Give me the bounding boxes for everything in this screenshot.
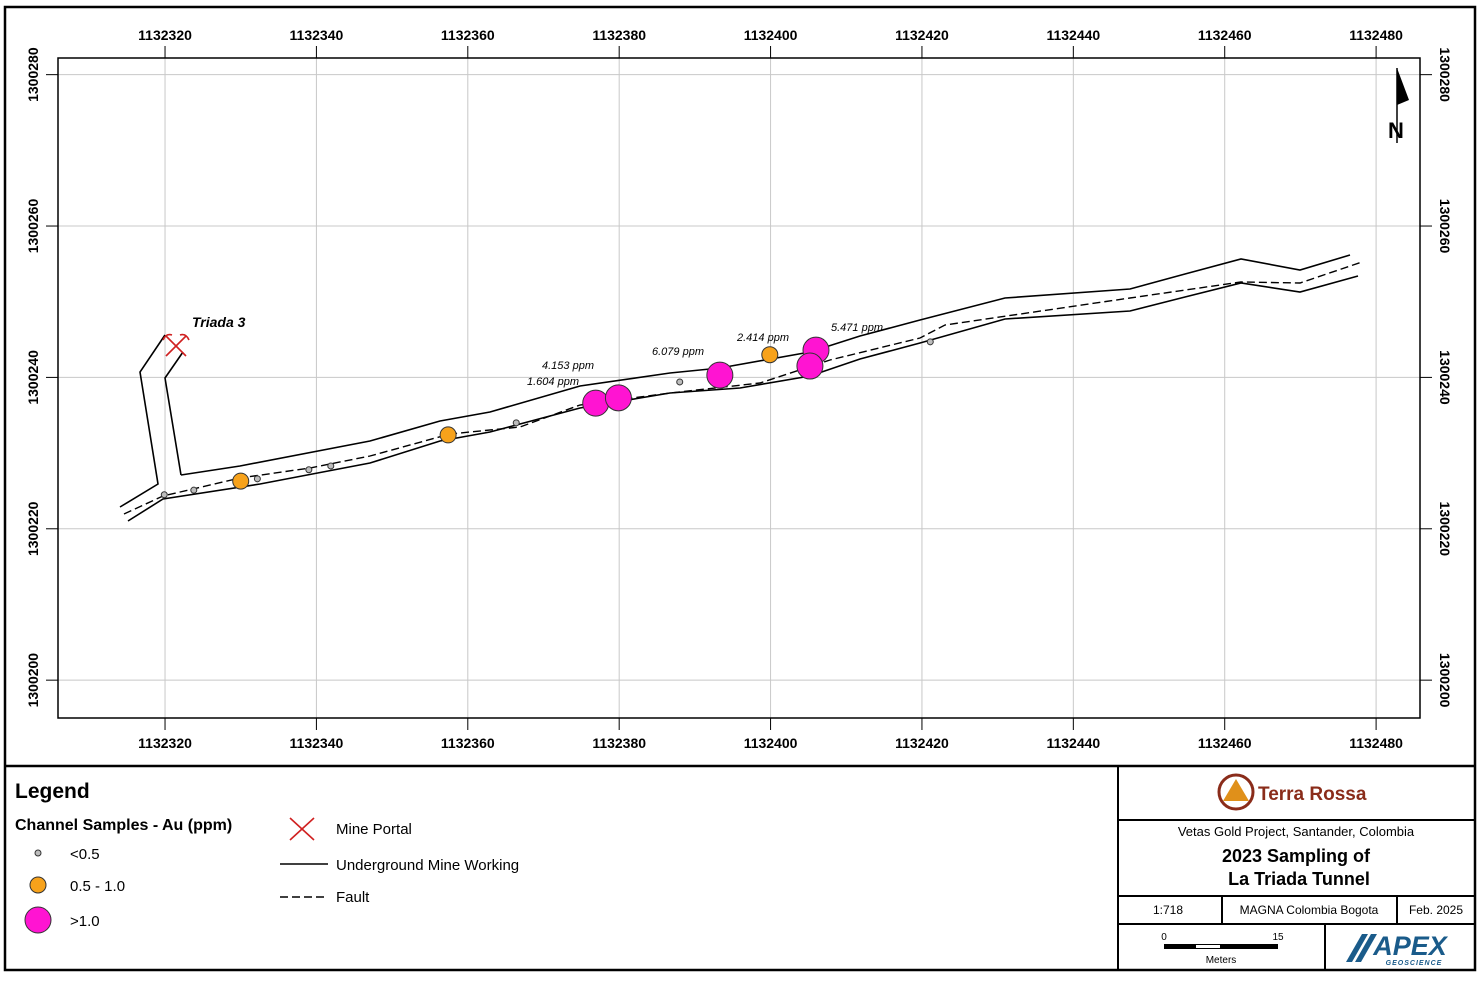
- north-arrow-icon: [1397, 68, 1409, 105]
- tunnel-wall: [119, 334, 166, 508]
- x-tick-label: 1132480: [1349, 735, 1403, 751]
- sample-point: [160, 491, 168, 499]
- scale-bar-segment: [1164, 944, 1278, 949]
- company-logo: [1223, 779, 1249, 801]
- north-arrow: N: [1388, 68, 1409, 143]
- y-tick-label: 1300220: [25, 501, 41, 556]
- y-tick-label: 1300280: [1437, 47, 1453, 102]
- y-tick-label: 1300260: [25, 199, 41, 254]
- legend-label: Fault: [336, 889, 370, 906]
- annotation: 1.604 ppm: [527, 376, 579, 388]
- apex-tagline: GEOSCIENCE: [1386, 960, 1443, 967]
- y-tick-label: 1300240: [25, 350, 41, 405]
- map-frame: [57, 57, 1421, 719]
- x-tick-label: 1132400: [744, 735, 798, 751]
- legend: <0.5 0.5 - 1.0 >1.0: [24, 846, 125, 934]
- north-label: N: [1388, 118, 1404, 143]
- sample-point: [706, 361, 734, 389]
- annotation: 2.414 ppm: [736, 332, 789, 344]
- y-tick-label: 1300260: [1437, 199, 1453, 254]
- x-tick-label: 1132380: [592, 27, 646, 43]
- y-tick-label: 1300220: [1437, 502, 1453, 557]
- x-tick-label: 1132420: [895, 735, 949, 751]
- legend-item: [289, 817, 315, 841]
- x-tick-label: 1132400: [744, 27, 798, 43]
- x-tick-label: 1132380: [592, 735, 646, 751]
- legend-label: Underground Mine Working: [336, 857, 519, 874]
- sample-point: [439, 426, 457, 444]
- portal-icon: [162, 333, 190, 341]
- title-block: [1117, 766, 1475, 970]
- portal-label: Triada 3: [192, 314, 246, 330]
- map-title: 2023 Sampling of: [1222, 846, 1371, 866]
- y-tick-label: 1300280: [25, 47, 41, 102]
- legend-label: <0.5: [70, 846, 100, 863]
- datum: MAGNA Colombia Bogota: [1240, 903, 1379, 917]
- legend-portal-icon: [289, 817, 315, 841]
- legend-symbol: [34, 849, 42, 857]
- apex-logo: [1346, 934, 1377, 962]
- tunnel-wall: [164, 351, 184, 476]
- sample-point: [796, 352, 824, 380]
- x-tick-label: 1132460: [1198, 735, 1252, 751]
- annotation: 5.471 ppm: [831, 322, 883, 334]
- y-tick-label: 1300240: [1437, 350, 1453, 405]
- legend-title: Legend: [15, 780, 90, 803]
- legend-label: Mine Portal: [336, 821, 412, 838]
- x-tick-label: 1132460: [1198, 27, 1252, 43]
- sample-point: [232, 472, 250, 490]
- x-tick-label: 1132440: [1046, 735, 1100, 751]
- x-tick-label: 1132340: [290, 27, 344, 43]
- scale: 1:718: [1153, 903, 1183, 917]
- sample-point: [253, 475, 261, 483]
- x-tick-label: 1132340: [290, 735, 344, 751]
- legend-label: >1.0: [70, 913, 100, 930]
- apex-name: APEX: [1372, 931, 1449, 961]
- x-tick-label: 1132480: [1349, 27, 1403, 43]
- sample-point: [926, 338, 934, 346]
- project: Vetas Gold Project, Santander, Colombia: [1178, 824, 1415, 839]
- date: Feb. 2025: [1409, 903, 1463, 917]
- scale-bar-segment: [1196, 945, 1220, 948]
- fault: [123, 261, 1363, 515]
- sample-point: [190, 486, 198, 494]
- scale-bar: [1164, 944, 1278, 949]
- sample-point: [582, 389, 610, 417]
- scale-bar-label: 15: [1272, 932, 1284, 943]
- sample-point: [761, 346, 779, 364]
- x-tick-label: 1132320: [138, 27, 192, 43]
- grid: 1132320 1132320 1132340 1132340 1132360 11323…: [25, 27, 1453, 751]
- portal-icon: [165, 335, 187, 357]
- legend-symbol: [29, 876, 47, 894]
- x-tick-label: 1132440: [1046, 27, 1100, 43]
- y-tick-label: 1300200: [25, 653, 41, 708]
- x-tick-label: 1132420: [895, 27, 949, 43]
- x-tick-label: 1132360: [441, 27, 495, 43]
- mine-portal: [162, 333, 190, 357]
- sample-point: [676, 378, 684, 386]
- legend-subtitle: Channel Samples - Au (ppm): [15, 817, 232, 834]
- annotation: 4.153 ppm: [542, 360, 594, 372]
- legend-symbol: [24, 906, 52, 934]
- y-tick-label: 1300200: [1437, 653, 1453, 708]
- x-tick-label: 1132360: [441, 735, 495, 751]
- samples: [160, 336, 934, 499]
- company-name: Terra Rossa: [1258, 784, 1367, 805]
- map-title: La Triada Tunnel: [1228, 869, 1370, 889]
- legend-label: 0.5 - 1.0: [70, 878, 125, 895]
- annotation: 6.079 ppm: [652, 346, 704, 358]
- sample-point: [305, 466, 313, 474]
- tunnel-wall: [127, 275, 1359, 522]
- x-tick-label: 1132320: [138, 735, 192, 751]
- scale-bar-unit: Meters: [1206, 955, 1237, 966]
- sample-point: [327, 462, 335, 470]
- sample-point: [604, 384, 632, 412]
- sample-point: [512, 419, 520, 427]
- scale-bar-label: 0: [1161, 932, 1167, 943]
